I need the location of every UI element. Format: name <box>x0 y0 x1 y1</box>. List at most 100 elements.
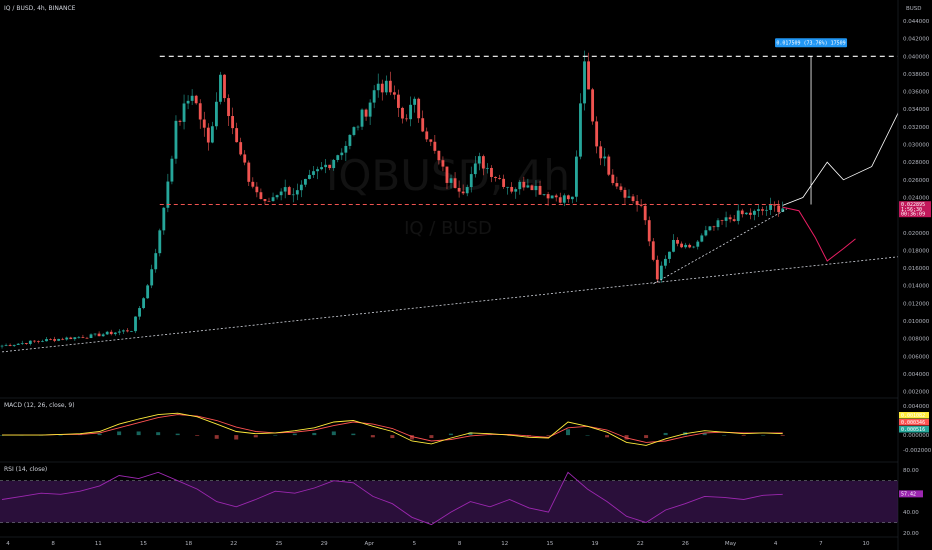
candle-body <box>32 340 36 342</box>
macd-histogram-bar <box>117 431 122 436</box>
candle-body <box>259 192 263 199</box>
candle-body <box>37 341 40 342</box>
candle-body <box>89 334 93 339</box>
candle-body <box>178 120 182 122</box>
candle-body <box>425 131 429 140</box>
macd-histogram-bar <box>156 432 161 436</box>
price-tick-label: 0.008000 <box>903 337 930 343</box>
macd-histogram-bar <box>429 435 434 439</box>
candle-body <box>344 145 348 153</box>
price-tick-label: 0.028000 <box>903 160 930 166</box>
projection-down-path <box>782 206 856 262</box>
candle-body <box>769 204 772 210</box>
candle-body <box>765 209 768 211</box>
macd-title: MACD (12, 26, close, 9) <box>4 402 75 409</box>
candle-body <box>239 142 243 155</box>
candle-body <box>777 205 781 212</box>
candle-body <box>69 337 73 340</box>
price-tick-label: 0.016000 <box>903 266 930 272</box>
macd-histogram-bar <box>722 435 727 436</box>
macd-histogram-bar <box>605 435 610 438</box>
candle-body <box>61 338 65 340</box>
candle-body <box>231 116 235 129</box>
macd-tick-label: -0.002000 <box>903 448 932 454</box>
candle-body <box>12 344 16 346</box>
candle-body <box>356 126 360 128</box>
candle-body <box>121 330 125 332</box>
price-tick-label: 0.030000 <box>903 143 930 149</box>
candle-body <box>150 269 154 286</box>
candle-body <box>130 331 133 332</box>
candle-body <box>672 239 675 252</box>
candle-body <box>481 156 485 169</box>
candle-body <box>728 217 732 220</box>
candle-body <box>316 169 319 172</box>
macd-histogram-bar <box>58 435 63 436</box>
candle-body <box>700 235 704 242</box>
candle-body <box>684 244 688 248</box>
time-tick-label: 18 <box>185 541 192 547</box>
candle-body <box>421 118 425 132</box>
time-tick-label: 8 <box>51 541 55 547</box>
candle-body <box>247 162 251 182</box>
rsi-pane[interactable] <box>0 461 898 526</box>
candle-body <box>761 209 764 211</box>
rsi-value-label: 57.42 <box>901 491 916 497</box>
candle-body <box>615 183 619 187</box>
time-tick-label: 5 <box>413 541 417 547</box>
candle-body <box>392 92 396 95</box>
candle-body <box>142 298 146 309</box>
candle-body <box>275 195 279 198</box>
price-tick-label: 0.018000 <box>903 248 930 254</box>
candle-body <box>126 330 129 332</box>
macd-pane[interactable] <box>0 397 898 446</box>
price-tick-label: 0.034000 <box>903 107 930 113</box>
candle-body <box>65 337 69 340</box>
candle-body <box>291 194 295 196</box>
price-tick-label: 0.020000 <box>903 231 930 237</box>
candle-body <box>437 150 441 161</box>
candle-body <box>457 187 461 192</box>
candle-body <box>696 241 700 247</box>
price-axis[interactable]: 0.044000 0.042000 0.040000 0.038000 0.036000… <box>897 0 932 550</box>
candle-body <box>198 103 202 120</box>
price-pane[interactable]: IQBUSD, 4h IQ / BUSD 0.017509 (73.76%) 1… <box>0 38 901 353</box>
candle-body <box>668 251 671 259</box>
candle-body <box>562 195 566 203</box>
candle-body <box>554 195 558 198</box>
macd-histogram-bar <box>644 435 649 439</box>
rsi-tick-label: 80.00 <box>903 468 919 474</box>
candle-body <box>85 337 89 339</box>
candle-body <box>320 167 323 170</box>
candle-body <box>611 174 615 184</box>
macd-value-label: 0.001082 <box>901 413 925 419</box>
candle-body <box>134 316 137 332</box>
candle-body <box>255 186 259 193</box>
time-tick-label: 4 <box>774 541 778 547</box>
candle-body <box>526 185 530 188</box>
candle-body <box>279 191 283 196</box>
price-tick-label: 0.026000 <box>903 178 930 184</box>
short-trendline <box>653 208 787 285</box>
time-axis[interactable]: 4 8 11 15 18 22 25 29 Apr 5 8 12 15 19 22 26 May 4 7 10 <box>0 536 898 547</box>
candle-body <box>704 230 708 236</box>
macd-line <box>2 412 783 446</box>
candle-body <box>223 74 226 99</box>
time-tick-label: 19 <box>592 541 599 547</box>
candle-body <box>368 102 372 117</box>
candle-body <box>202 119 206 128</box>
candle-body <box>591 89 595 122</box>
macd-value-badge <box>899 412 929 419</box>
time-tick-label: 7 <box>819 541 823 547</box>
candle-body <box>740 210 744 215</box>
candle-body <box>748 212 752 215</box>
time-tick-label: 4 <box>6 541 10 547</box>
macd-signal-line <box>2 414 783 443</box>
currency-label: BUSD <box>906 6 922 12</box>
macd-histogram-bar <box>351 433 356 436</box>
candle-body <box>498 177 501 179</box>
price-tick-label: 0.002000 <box>903 390 930 396</box>
candle-body <box>283 187 287 192</box>
time-tick-label: May <box>725 541 737 547</box>
